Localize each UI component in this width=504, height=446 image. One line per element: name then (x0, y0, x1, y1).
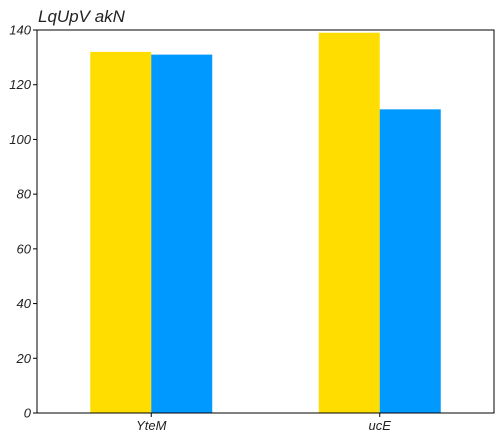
y-tick-label: 20 (16, 351, 32, 366)
plot-frame (36, 29, 495, 414)
y-tick-label: 0 (24, 406, 32, 421)
y-tick-label: 120 (9, 77, 31, 92)
bars-layer (90, 32, 441, 414)
bar-uce-series-1 (318, 32, 380, 413)
x-tick-label: YteM (136, 418, 167, 433)
bar-ytem-series-2 (151, 54, 213, 413)
y-tick-label: 140 (9, 23, 31, 38)
bar-ytem-series-1 (90, 51, 152, 414)
bar-uce-series-2 (379, 109, 441, 413)
x-tick-label: ucE (369, 418, 392, 433)
y-tick-label: 100 (9, 132, 31, 147)
y-tick-label: 80 (17, 187, 32, 202)
chart-title: LqUpV akN (38, 7, 126, 26)
y-tick-label: 40 (17, 296, 32, 311)
y-tick-label: 60 (17, 241, 32, 256)
axes-layer: 0 20 40 60 80 100 120 140 YteM ucE (9, 23, 495, 433)
